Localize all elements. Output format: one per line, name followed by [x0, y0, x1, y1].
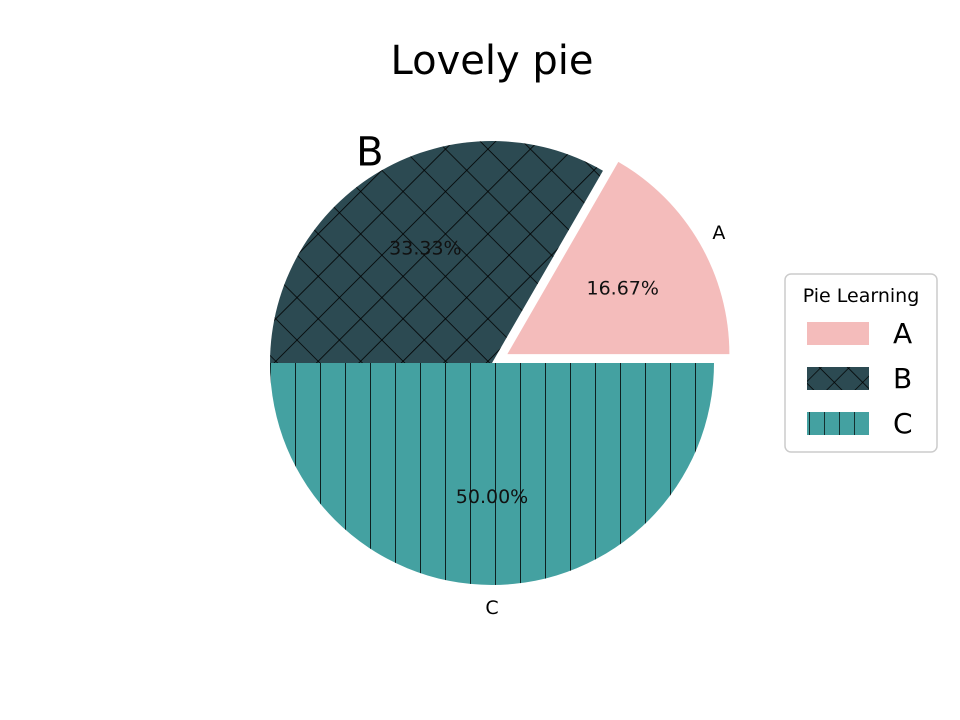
- legend-entry-b-swatch-hatch: [807, 367, 869, 390]
- slice-b-hatch: [270, 140, 603, 363]
- category-label-c: C: [485, 597, 498, 619]
- category-label-b: B: [356, 130, 383, 176]
- legend-title: Pie Learning: [803, 285, 920, 307]
- percent-label-b: 33.33%: [389, 238, 461, 260]
- legend-entry-a-swatch: [807, 322, 869, 345]
- chart-title: Lovely pie: [391, 38, 594, 84]
- legend-entry-c-swatch-hatch: [807, 412, 869, 435]
- pie-labels: 16.67% A 33.33% B 50.00% C: [356, 130, 725, 620]
- percent-label-c: 50.00%: [456, 486, 528, 508]
- slice-a-fill: [507, 161, 730, 355]
- legend-entry-c-label: C: [893, 407, 913, 440]
- category-label-a: A: [712, 222, 725, 244]
- legend-frame: [784, 273, 938, 453]
- legend-entry-b: B: [807, 362, 912, 395]
- slice-c: [270, 363, 714, 585]
- legend: Pie Learning ABC: [784, 273, 938, 453]
- legend-entry-a: A: [807, 317, 912, 350]
- legend-entry-a-label: A: [893, 317, 912, 350]
- percent-label-a: 16.67%: [587, 278, 659, 300]
- slice-c-hatch: [270, 363, 714, 585]
- legend-entry-b-label: B: [893, 362, 912, 395]
- slice-b: [270, 140, 603, 363]
- legend-entries: ABC: [807, 317, 913, 440]
- slice-a: [507, 161, 730, 355]
- pie-slices: [270, 140, 730, 585]
- legend-entry-c: C: [807, 407, 913, 440]
